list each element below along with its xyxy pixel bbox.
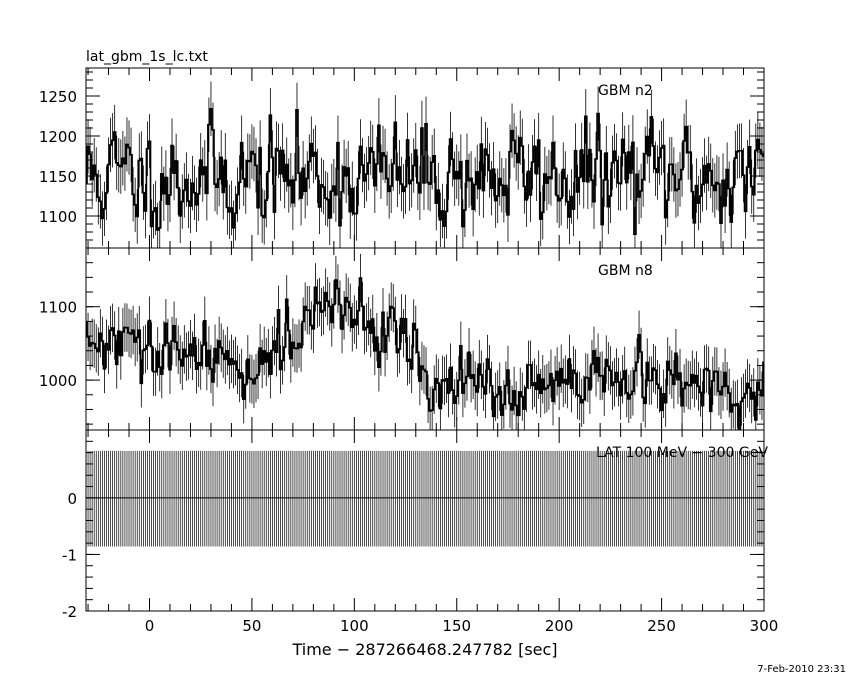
y-tick-label: 1250 [39, 88, 77, 106]
figure-timestamp: 7-Feb-2010 23:31 [757, 664, 846, 675]
x-axis-label: Time − 287266468.247782 [sec] [291, 640, 557, 659]
x-tick-label: 150 [442, 617, 471, 635]
lat-error-bars [86, 450, 764, 547]
x-tick-label: 300 [750, 617, 779, 635]
y-tick-label: 1000 [39, 372, 77, 390]
x-tick-label: 0 [145, 617, 155, 635]
y-tick-label: -2 [62, 603, 77, 621]
y-tick-label: -1 [62, 546, 77, 564]
y-tick-label: 0 [67, 490, 77, 508]
y-tick-label: 1200 [39, 128, 77, 146]
y-tick-label: 1100 [39, 208, 77, 226]
y-tick-label: 1100 [39, 299, 77, 317]
series-line-top [86, 107, 764, 235]
x-tick-label: 100 [340, 617, 369, 635]
x-tick-label: 50 [242, 617, 261, 635]
panel-label-bottom: LAT 100 MeV − 300 GeV [596, 445, 768, 461]
x-tick-label: 200 [545, 617, 574, 635]
panel-label-top: GBM n2 [598, 83, 653, 99]
panel-label-middle: GBM n8 [598, 263, 653, 279]
y-tick-label: 1150 [39, 168, 77, 186]
x-tick-label: 250 [647, 617, 676, 635]
series-line-middle [86, 277, 764, 430]
figure-title: lat_gbm_1s_lc.txt [86, 49, 208, 65]
